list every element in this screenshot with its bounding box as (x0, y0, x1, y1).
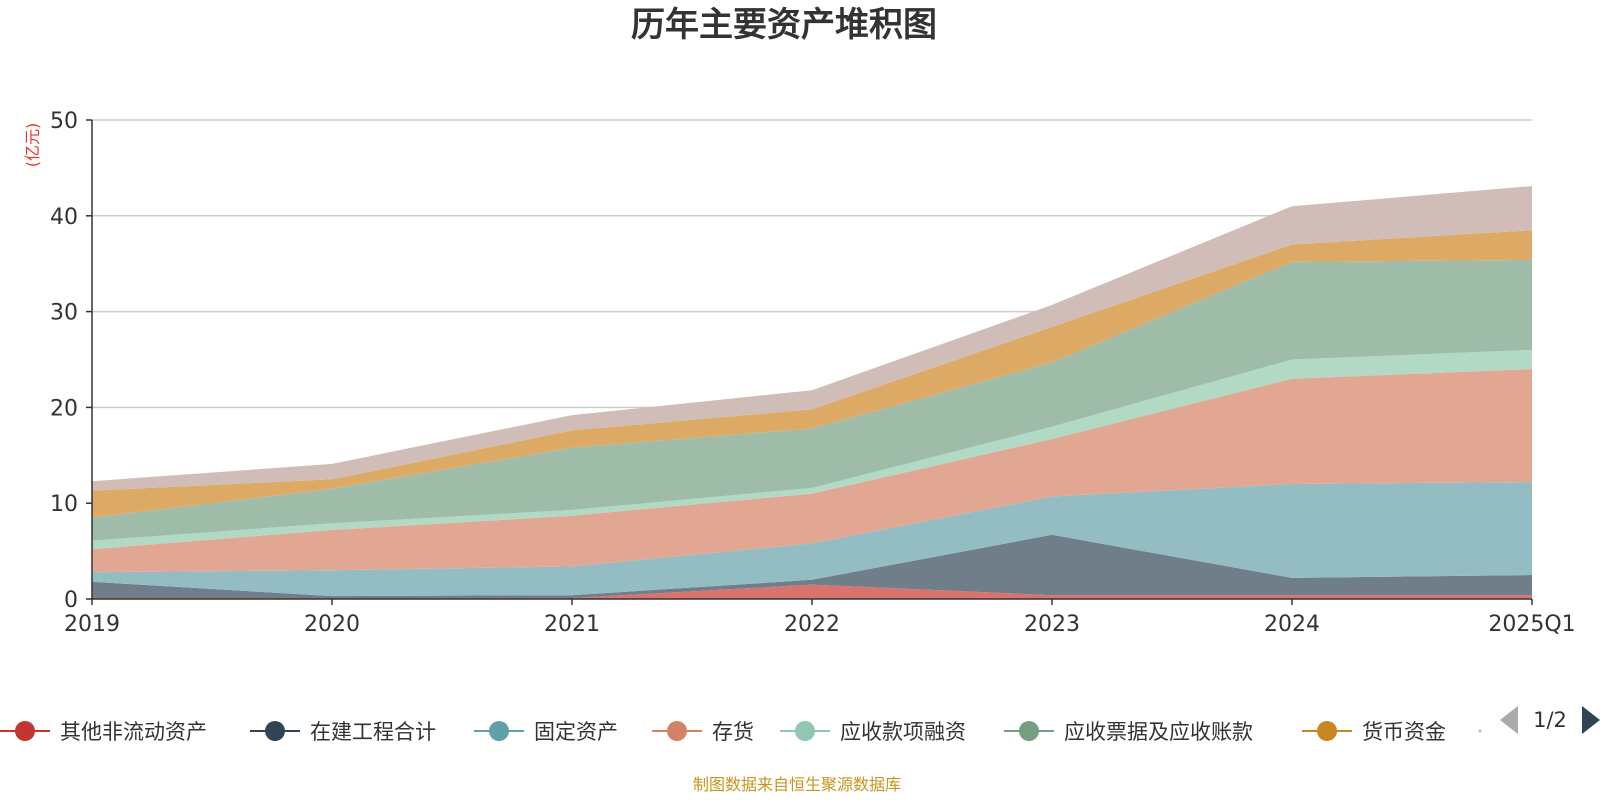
data-source-note: 制图数据来自恒生聚源数据库 (693, 775, 901, 794)
legend-marker-6 (1317, 721, 1337, 741)
y-tick-label-3: 30 (50, 301, 78, 326)
x-tick-label-4: 2023 (1024, 612, 1080, 637)
x-tick-label-1: 2020 (304, 612, 360, 637)
y-tick-label-2: 20 (50, 396, 78, 421)
axes (86, 119, 1533, 605)
area-series-1[interactable] (92, 534, 1532, 598)
legend-pager: 1/2 (1500, 706, 1600, 734)
legend-item-5[interactable]: 应收票据及应收账款 (1004, 720, 1253, 744)
legend-marker-3 (667, 721, 687, 741)
legend-page-indicator: 1/2 (1533, 708, 1567, 732)
legend-item-0[interactable]: 其他非流动资产 (0, 720, 207, 744)
x-tick-label-5: 2024 (1264, 612, 1320, 637)
x-tick-label-3: 2022 (784, 612, 840, 637)
legend-next-page-icon[interactable] (1582, 706, 1600, 734)
legend-marker-0 (15, 721, 35, 741)
legend-label-0: 其他非流动资产 (60, 720, 207, 744)
legend-marker-1 (265, 721, 285, 741)
y-tick-label-0: 0 (64, 588, 78, 613)
legend-marker-5 (1019, 721, 1039, 741)
legend-overflow-dot (1478, 729, 1482, 733)
legend-item-2[interactable]: 固定资产 (474, 720, 618, 744)
legend-label-6: 货币资金 (1362, 720, 1446, 744)
legend-label-2: 固定资产 (534, 720, 618, 744)
x-axis-tick-labels: 2019 2020 2021 2022 2023 2024 2025Q1 (64, 612, 1576, 637)
legend-item-6[interactable]: 货币资金 (1302, 720, 1446, 744)
chart-title: 历年主要资产堆积图 (631, 5, 937, 45)
legend-label-3: 存货 (712, 720, 754, 744)
legend-label-4: 应收款项融资 (840, 720, 966, 744)
area-series-2[interactable] (92, 482, 1532, 597)
legend-marker-2 (489, 721, 509, 741)
legend-item-3[interactable]: 存货 (652, 720, 754, 744)
legend-label-5: 应收票据及应收账款 (1064, 720, 1253, 744)
area-series-3[interactable] (92, 369, 1532, 573)
area-series-7[interactable] (92, 186, 1532, 491)
x-tick-label-0: 2019 (64, 612, 120, 637)
area-series-6[interactable] (92, 230, 1532, 518)
y-axis-tick-labels: 0 10 20 30 40 50 (50, 109, 78, 613)
y-tick-label-1: 10 (50, 492, 78, 517)
legend-marker-4 (795, 721, 815, 741)
legend-item-4[interactable]: 应收款项融资 (780, 720, 966, 744)
x-tick-label-6: 2025Q1 (1488, 612, 1575, 637)
area-series-4[interactable] (92, 349, 1532, 550)
legend: 其他非流动资产 在建工程合计 固定资产 存货 应收款项融资 应收票据及应收账款 货币资金 (0, 720, 1482, 744)
y-axis-unit-label: (亿元) (23, 123, 42, 168)
area-series-0[interactable] (92, 584, 1532, 599)
area-series-5[interactable] (92, 259, 1532, 541)
legend-label-1: 在建工程合计 (310, 720, 436, 744)
legend-item-1[interactable]: 在建工程合计 (250, 720, 436, 744)
legend-prev-page-icon[interactable] (1500, 706, 1518, 734)
y-tick-label-5: 50 (50, 109, 78, 134)
y-tick-label-4: 40 (50, 205, 78, 230)
x-tick-label-2: 2021 (544, 612, 600, 637)
area-series-group (92, 186, 1532, 599)
